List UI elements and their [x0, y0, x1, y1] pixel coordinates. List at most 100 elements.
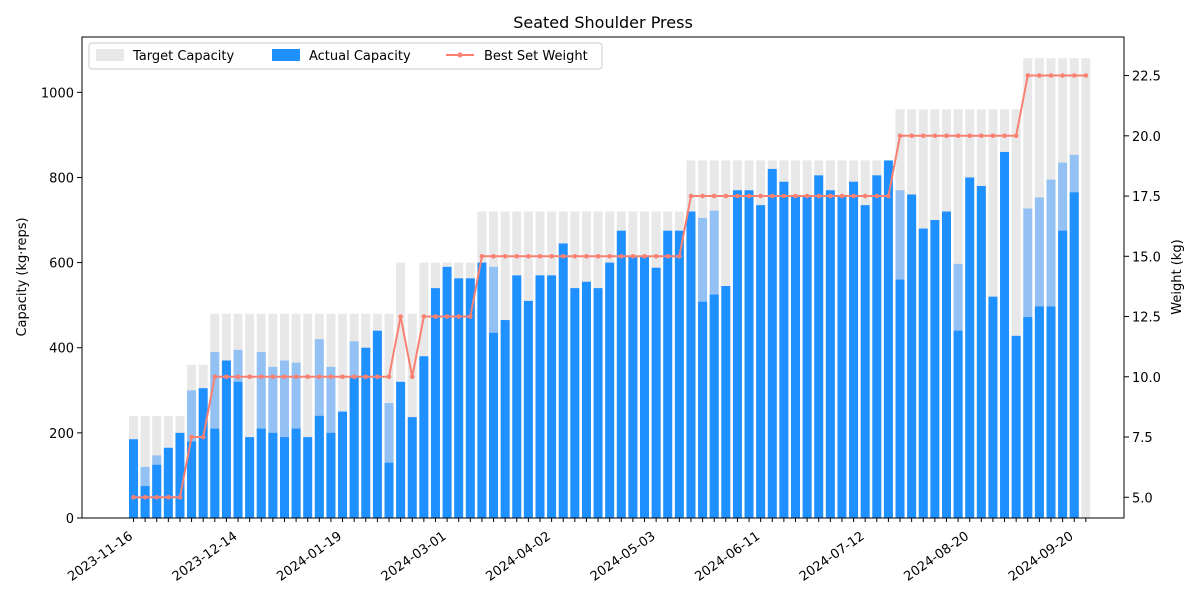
best-set-weight-point [665, 253, 671, 259]
actual-capacity-bar [338, 411, 348, 518]
best-set-weight-point [200, 434, 206, 440]
best-set-weight-point [421, 314, 427, 319]
actual-capacity-bar [709, 294, 719, 518]
best-set-weight-point [595, 253, 601, 259]
actual-capacity-bar [593, 288, 603, 518]
best-set-weight-point [851, 193, 856, 199]
actual-capacity-bar [965, 177, 975, 518]
best-set-weight-point [293, 374, 299, 380]
best-set-weight-point [990, 133, 996, 139]
best-set-weight-point [305, 374, 311, 380]
best-set-weight-point [177, 494, 183, 500]
actual-capacity-bar [825, 190, 835, 519]
x-tick-label: 2024-04-02 [483, 529, 554, 585]
actual-capacity-bar [152, 464, 162, 518]
actual-capacity-bar [976, 185, 986, 519]
actual-capacity-bar [523, 300, 533, 518]
actual-capacity-bar [849, 181, 859, 519]
best-set-weight-point [235, 374, 241, 380]
best-set-weight-point [653, 253, 659, 259]
y-tick-label: 600 [49, 257, 74, 272]
actual-capacity-bar [430, 288, 440, 518]
actual-capacity-bar [907, 194, 917, 518]
y2-tick-label: 22.5 [1132, 70, 1161, 85]
best-set-weight-point [700, 193, 705, 199]
best-set-weight-point [282, 374, 287, 380]
actual-capacity-bar [674, 230, 684, 518]
y-axis-left: 0 200 400 600 800 1000 [41, 86, 82, 527]
best-set-weight-point [340, 374, 345, 380]
actual-capacity-bar [303, 437, 313, 518]
best-set-weight-point [979, 133, 984, 139]
best-set-weight-point [166, 494, 171, 500]
actual-capacity-bar [616, 230, 626, 518]
actual-capacity-bar [291, 428, 301, 518]
best-set-weight-point [677, 253, 682, 259]
y-axis-right: 5.0 7.5 10.0 12.5 15.0 17.5 20.0 22.5 [1124, 70, 1161, 506]
best-set-weight-point [874, 193, 880, 199]
actual-capacity-bar [512, 275, 522, 518]
actual-capacity-bar [407, 417, 417, 518]
best-set-weight-point [247, 374, 252, 380]
best-set-weight-point [468, 314, 473, 319]
actual-capacity-bar [558, 243, 568, 518]
best-set-weight-point [607, 253, 612, 259]
best-set-weight-point [398, 314, 403, 319]
actual-capacity-bars [129, 151, 1079, 519]
actual-capacity-bar [163, 447, 173, 518]
actual-capacity-bar [535, 275, 545, 518]
actual-capacity-bar [384, 462, 394, 518]
actual-capacity-bar [442, 266, 452, 518]
best-set-weight-point [769, 193, 775, 199]
best-set-weight-point [142, 494, 148, 500]
actual-capacity-bar [941, 211, 951, 518]
y-tick-label: 800 [49, 171, 74, 186]
legend: Target Capacity Actual Capacity Best Set… [88, 42, 603, 70]
best-set-weight-point [920, 133, 926, 139]
best-set-weight-point [711, 193, 717, 199]
actual-capacity-bar [419, 356, 429, 518]
actual-capacity-bar [268, 432, 278, 518]
best-set-weight-line [131, 73, 1089, 500]
target-capacity-bar [1011, 109, 1021, 519]
best-set-weight-point [828, 193, 833, 199]
best-set-weight-point [897, 133, 903, 139]
actual-capacity-bar [1034, 306, 1044, 518]
best-set-weight-point [386, 374, 392, 380]
best-set-weight-point [1060, 73, 1065, 78]
actual-capacity-bar [686, 211, 696, 518]
actual-capacity-bar [581, 281, 591, 518]
best-set-weight-point [212, 374, 218, 380]
best-set-weight-point [560, 253, 566, 259]
y2-axis-label: Weight (kg) [1170, 239, 1185, 314]
best-set-weight-point [537, 253, 543, 259]
actual-capacity-bar [698, 301, 708, 518]
x-axis: 2023-11-16 2023-12-14 2024-01-19 2024-03-01… [65, 518, 1087, 585]
best-set-weight-point [491, 253, 496, 259]
actual-capacity-bar [663, 230, 673, 518]
best-set-weight-point [224, 374, 229, 380]
actual-capacity-light-bar [384, 403, 394, 518]
best-set-weight-point [258, 374, 264, 380]
best-set-weight-point [502, 253, 508, 259]
y2-tick-label: 10.0 [1132, 371, 1161, 386]
actual-capacity-bar [198, 388, 208, 518]
legend-label-weight: Best Set Weight [484, 49, 588, 64]
best-set-weight-point [433, 314, 438, 319]
x-tick-label: 2024-09-20 [1006, 529, 1077, 585]
best-set-weight-point [967, 133, 973, 139]
chart-title: Seated Shoulder Press [513, 13, 693, 32]
actual-capacity-bar [837, 196, 847, 518]
best-set-weight-point [1002, 133, 1007, 139]
best-set-weight-point [804, 193, 810, 199]
actual-capacity-bar [349, 377, 359, 518]
y-axis-label: Capacity (kg·reps) [15, 217, 30, 336]
actual-capacity-bar [721, 286, 731, 518]
y2-tick-label: 15.0 [1132, 250, 1161, 265]
legend-swatch-actual [272, 49, 300, 61]
actual-capacity-bar [872, 175, 882, 518]
actual-capacity-bar [570, 288, 580, 518]
best-set-weight-point [317, 374, 322, 380]
best-set-weight-point [444, 314, 450, 319]
y2-tick-label: 17.5 [1132, 190, 1161, 205]
